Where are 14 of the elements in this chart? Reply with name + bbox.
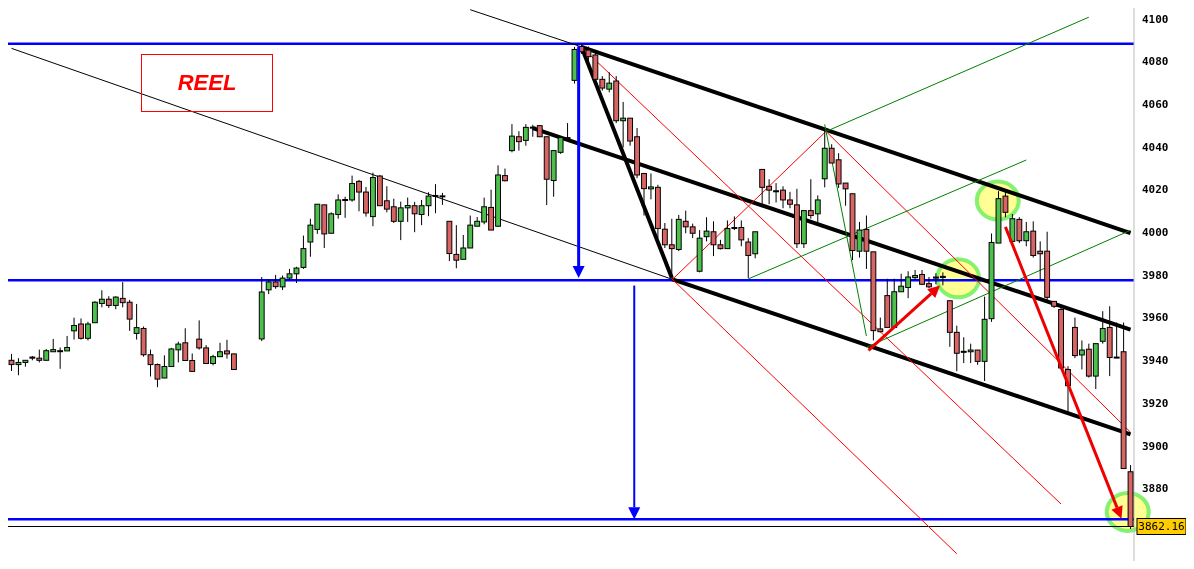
y-tick-label: 4000: [1142, 226, 1169, 240]
y-tick-label: 4040: [1142, 140, 1169, 154]
y-tick-label: 3900: [1142, 439, 1169, 453]
y-tick-label: 3920: [1142, 396, 1169, 410]
y-tick-label: 4080: [1142, 55, 1169, 69]
y-tick-label: 3940: [1142, 354, 1169, 368]
y-tick-label: 3960: [1142, 311, 1169, 325]
label-box: REEL: [141, 54, 273, 112]
y-tick-label: 4060: [1142, 97, 1169, 111]
ref-line-label: 3862.16: [1138, 520, 1185, 534]
y-tick-label: 4020: [1142, 183, 1169, 197]
y-tick-label: 3880: [1142, 482, 1169, 496]
y-tick-label: 4100: [1142, 12, 1169, 26]
y-tick-label: 3980: [1142, 268, 1169, 282]
